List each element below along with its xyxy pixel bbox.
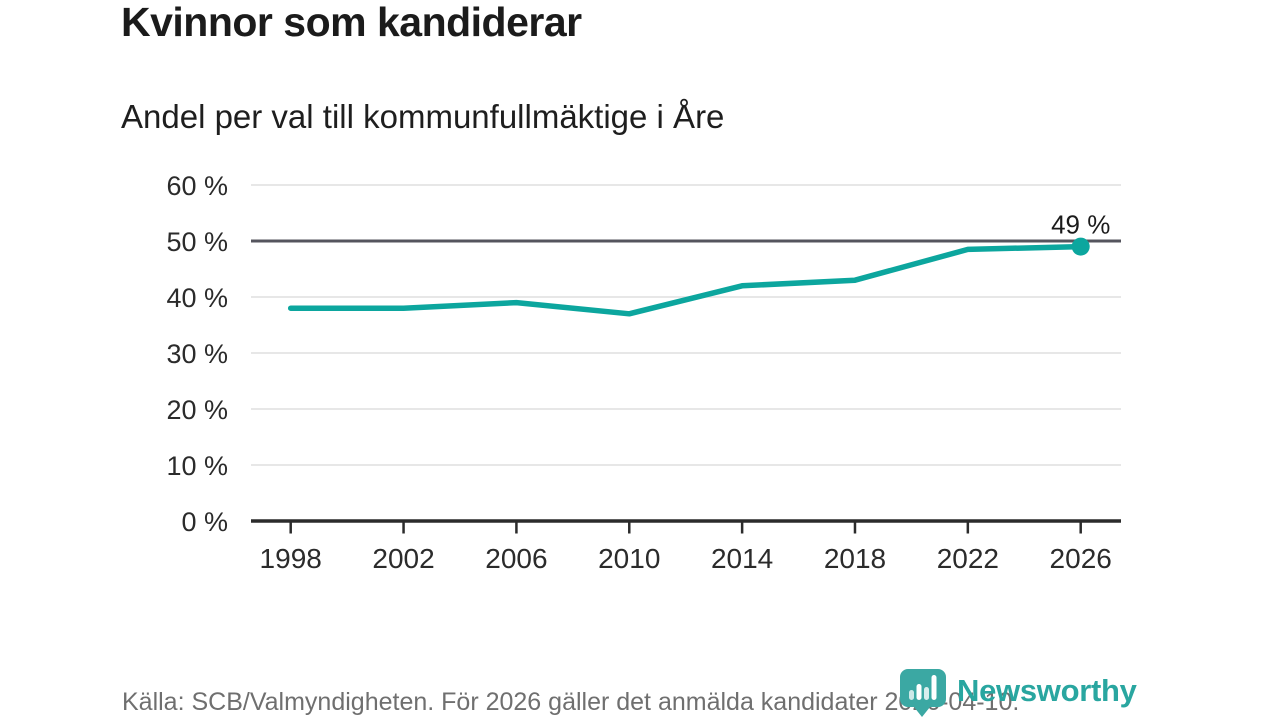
y-axis-label: 60 % (166, 171, 228, 201)
x-axis-label: 2002 (372, 543, 434, 574)
x-axis-label: 2010 (598, 543, 660, 574)
logo-badge-shape (900, 669, 946, 717)
y-axis-label: 50 % (166, 227, 228, 257)
logo-bar-1 (909, 690, 914, 700)
y-axis-label: 0 % (181, 507, 228, 537)
x-axis-label: 1998 (260, 543, 322, 574)
x-axis-label: 2022 (937, 543, 999, 574)
newsworthy-wordmark: Newsworthy (957, 673, 1137, 708)
y-axis-label: 10 % (166, 451, 228, 481)
y-axis-label: 40 % (166, 283, 228, 313)
data-line (287, 243, 1084, 317)
source-note: Källa: SCB/Valmyndigheten. För 2026 gäll… (122, 688, 1020, 716)
newsworthy-logo: Newsworthy (899, 668, 1137, 718)
y-axis-label: 30 % (166, 339, 228, 369)
newsworthy-logo-icon (900, 669, 946, 717)
logo-bar-2 (916, 684, 922, 700)
y-axis-label: 20 % (166, 395, 228, 425)
end-point-label: 49 % (1051, 210, 1110, 240)
x-axis-label: 2014 (711, 543, 773, 574)
end-point-marker (1071, 237, 1090, 256)
chart-title: Kvinnor som kandiderar (121, 0, 582, 45)
logo-bar-3 (924, 687, 929, 700)
x-axis-label: 2026 (1050, 543, 1112, 574)
chart-subtitle: Andel per val till kommunfullmäktige i Å… (121, 98, 725, 135)
x-axis-label: 2006 (485, 543, 547, 574)
logo-bar-4 (931, 675, 937, 700)
x-axis-label: 2018 (824, 543, 886, 574)
